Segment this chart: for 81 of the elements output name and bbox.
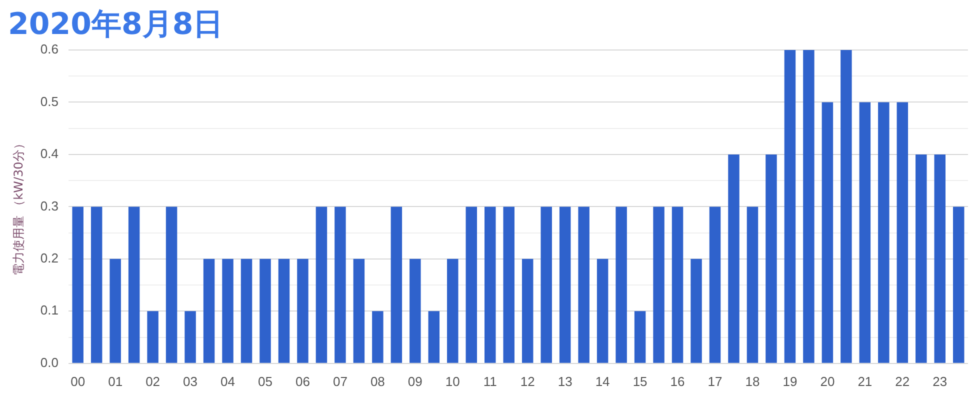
x-tick-label: 02 bbox=[146, 374, 160, 389]
x-tick-label: 13 bbox=[558, 374, 572, 389]
bar bbox=[466, 206, 478, 363]
y-tick-label: 0.6 bbox=[40, 42, 58, 57]
bar bbox=[559, 206, 571, 363]
x-tick-label: 20 bbox=[820, 374, 835, 389]
bar bbox=[447, 258, 458, 363]
bar bbox=[916, 154, 927, 363]
x-tick-label: 06 bbox=[295, 374, 310, 389]
bar bbox=[484, 206, 496, 363]
bar bbox=[222, 258, 234, 363]
x-tick-label: 09 bbox=[408, 374, 422, 389]
chart-title: 2020年8月8日 bbox=[8, 6, 224, 42]
x-tick-label: 11 bbox=[483, 374, 497, 389]
x-tick-label: 19 bbox=[782, 374, 798, 389]
bar bbox=[878, 102, 890, 363]
bar bbox=[260, 258, 271, 363]
bar bbox=[746, 206, 758, 363]
bar bbox=[297, 258, 308, 363]
bar bbox=[503, 206, 514, 363]
bar bbox=[334, 206, 346, 363]
bar bbox=[428, 311, 440, 363]
x-tick-label: 05 bbox=[258, 374, 272, 389]
bar bbox=[128, 206, 140, 363]
bar bbox=[634, 311, 646, 363]
x-tick-label: 14 bbox=[595, 374, 610, 389]
x-tick-label: 17 bbox=[708, 374, 722, 389]
bar bbox=[390, 206, 402, 363]
bar bbox=[72, 206, 84, 363]
y-axis-title: 電力使用量 （kW/30分） bbox=[11, 138, 26, 276]
x-tick-label: 22 bbox=[895, 374, 910, 389]
bar bbox=[410, 258, 421, 363]
bar bbox=[803, 50, 814, 363]
bar bbox=[184, 311, 196, 363]
bar bbox=[709, 206, 721, 363]
x-tick-label: 01 bbox=[108, 374, 123, 389]
bar bbox=[240, 258, 252, 363]
bar bbox=[934, 154, 946, 363]
bar bbox=[822, 102, 834, 363]
bar bbox=[766, 154, 777, 363]
x-tick-label: 16 bbox=[670, 374, 685, 389]
x-tick-label: 04 bbox=[220, 374, 235, 389]
y-tick-label: 0.2 bbox=[40, 250, 58, 266]
x-tick-label: 18 bbox=[745, 374, 760, 389]
bar bbox=[840, 50, 852, 363]
bar bbox=[353, 258, 365, 363]
x-tick-label: 15 bbox=[632, 374, 648, 389]
bar bbox=[203, 258, 215, 363]
bar bbox=[166, 206, 178, 363]
bar bbox=[859, 102, 871, 363]
bar bbox=[896, 102, 908, 363]
bar bbox=[540, 206, 552, 363]
bar bbox=[672, 206, 684, 363]
bar bbox=[728, 154, 740, 363]
bar bbox=[278, 258, 290, 363]
x-tick-label: 10 bbox=[445, 374, 460, 389]
bar bbox=[616, 206, 627, 363]
x-tick-label: 03 bbox=[183, 374, 198, 389]
bar bbox=[596, 258, 608, 363]
x-tick-label: 00 bbox=[70, 374, 86, 389]
x-tick-label: 23 bbox=[932, 374, 948, 389]
y-tick-label: 0.5 bbox=[40, 94, 58, 109]
bar bbox=[953, 206, 964, 363]
bar bbox=[316, 206, 328, 363]
bar bbox=[372, 311, 384, 363]
bar bbox=[578, 206, 590, 363]
bar bbox=[690, 258, 702, 363]
x-tick-label: 07 bbox=[332, 374, 348, 389]
y-tick-label: 0.4 bbox=[40, 146, 58, 162]
bar bbox=[522, 258, 534, 363]
bar bbox=[653, 206, 664, 363]
x-tick-label: 12 bbox=[520, 374, 535, 389]
y-tick-label: 0.1 bbox=[40, 302, 58, 318]
y-tick-label: 0.0 bbox=[40, 354, 58, 370]
bar bbox=[147, 311, 158, 363]
bar bbox=[784, 50, 796, 363]
y-tick-label: 0.3 bbox=[40, 198, 58, 214]
bar bbox=[90, 206, 102, 363]
x-tick-label: 08 bbox=[370, 374, 385, 389]
bar bbox=[110, 258, 121, 363]
x-tick-label: 21 bbox=[858, 374, 872, 389]
